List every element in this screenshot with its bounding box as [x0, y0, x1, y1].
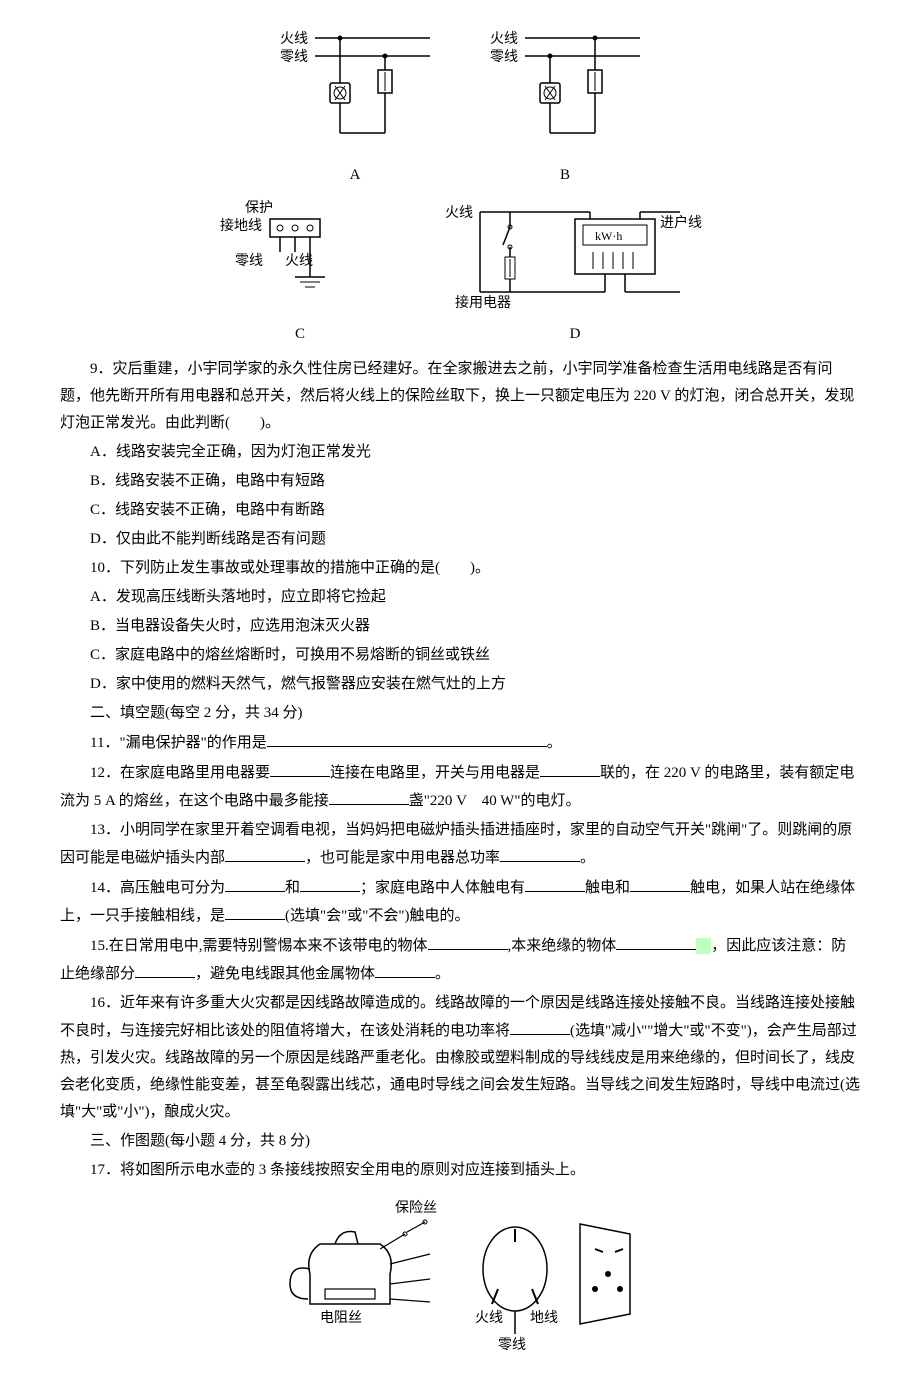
q10-opt-d: D．家中使用的燃料天然气，燃气报警器应安装在燃气灶的上方 [60, 671, 860, 698]
q15-blank3 [135, 960, 195, 978]
q13-p3: 。 [580, 850, 595, 866]
q12-p1: 12．在家庭电路里用电器要 [90, 765, 270, 781]
q9-opt-d: D．仅由此不能判断线路是否有问题 [60, 526, 860, 553]
q9-opt-c: C．线路安装不正确，电路中有断路 [60, 497, 860, 524]
q15: 15.在日常用电中,需要特别警惕本来不该带电的物体,本来绝缘的物体 ，因此应该注… [60, 932, 860, 988]
neutral-label-b: 零线 [490, 49, 518, 65]
q14-p4: 触电和 [585, 880, 630, 896]
q15-blank2 [616, 932, 696, 950]
live-label-a: 火线 [280, 31, 308, 47]
circuit-c-svg: 保护 接地线 零线 火线 [215, 197, 385, 317]
q16: 16．近年来有许多重大火灾都是因线路故障造成的。线路故障的一个原因是线路连接处接… [60, 990, 860, 1126]
ground-label: 接地线 [220, 217, 262, 234]
q15-p4: ，避免电线跟其他金属物体 [195, 966, 375, 982]
kettle-diagram: 电阻丝 保险丝 火线 地线 零线 [60, 1194, 860, 1354]
live-label-d: 火线 [445, 205, 473, 221]
diagram-a: 火线 零线 A [280, 28, 430, 189]
q14-blank1 [225, 874, 285, 892]
q11-pre: 11．"漏电保护器"的作用是 [90, 735, 267, 751]
q11-blank [267, 729, 547, 747]
q9-opt-b: B．线路安装不正确，电路中有短路 [60, 468, 860, 495]
q12-blank2 [540, 759, 600, 777]
q15-blank4 [375, 960, 435, 978]
q9-stem: 9．灾后重建，小宇同学家的永久性住房已经建好。在全家搬进去之前，小宇同学准备检查… [60, 356, 860, 437]
protect-label: 保护 [245, 200, 273, 216]
section2-heading: 二、填空题(每空 2 分，共 34 分) [60, 700, 860, 727]
q11-post: 。 [547, 735, 562, 751]
q13-p2: ，也可能是家中用电器总功率 [305, 850, 500, 866]
q10-opt-c: C．家庭电路中的熔丝熔断时，可换用不易熔断的铜丝或铁丝 [60, 642, 860, 669]
q15-blank1 [428, 932, 508, 950]
plug-ground-label: 地线 [530, 1310, 558, 1326]
q15-p1: 15.在日常用电中,需要特别警惕本来不该带电的物体 [90, 938, 428, 954]
diagram-b: 火线 零线 B [490, 28, 640, 189]
q14-blank5 [225, 902, 285, 920]
q15-p2: ,本来绝缘的物体 [508, 938, 617, 954]
kwh-label: kW·h [595, 229, 622, 243]
q12-blank1 [270, 759, 330, 777]
incoming-label: 进户线 [660, 214, 702, 231]
label-d: D [445, 321, 705, 348]
q14-p6: (选填"会"或"不会")触电的。 [285, 908, 469, 924]
q12-blank3 [329, 787, 409, 805]
diagram-row-cd: 保护 接地线 零线 火线 C 火线 [60, 197, 860, 348]
q14-p2: 和 [285, 880, 300, 896]
q15-highlight [696, 938, 711, 954]
q14: 14．高压触电可分为和；家庭电路中人体触电有触电和触电，如果人站在绝缘体上，一只… [60, 874, 860, 930]
live-label-b: 火线 [490, 31, 518, 47]
q12-p2: 连接在电路里，开关与用电器是 [330, 765, 540, 781]
q10-opt-b: B．当电器设备失火时，应选用泡沫灭火器 [60, 613, 860, 640]
q17-stem: 17．将如图所示电水壶的 3 条接线按照安全用电的原则对应连接到插头上。 [60, 1157, 860, 1184]
kettle-svg: 电阻丝 保险丝 火线 地线 零线 [280, 1194, 640, 1354]
fuse-label: 保险丝 [395, 1200, 437, 1216]
plug-live-label: 火线 [475, 1310, 503, 1326]
q14-p1: 14．高压触电可分为 [90, 880, 225, 896]
appliance-label: 接用电器 [455, 294, 511, 311]
label-c: C [215, 321, 385, 348]
section3-heading: 三、作图题(每小题 4 分，共 8 分) [60, 1128, 860, 1155]
neutral-label-a: 零线 [280, 49, 308, 65]
q14-blank4 [630, 874, 690, 892]
label-b: B [490, 162, 640, 189]
label-a: A [280, 162, 430, 189]
diagram-row-ab: 火线 零线 A 火线 零线 [60, 28, 860, 189]
q14-blank2 [300, 874, 360, 892]
q11: 11．"漏电保护器"的作用是 。 [60, 729, 860, 757]
q10-stem: 10．下列防止发生事故或处理事故的措施中正确的是( )。 [60, 555, 860, 582]
q14-p3: ；家庭电路中人体触电有 [360, 880, 525, 896]
q10-opt-a: A．发现高压线断头落地时，应立即将它捡起 [60, 584, 860, 611]
diagram-c: 保护 接地线 零线 火线 C [215, 197, 385, 348]
neutral-label-c: 零线 [235, 253, 263, 269]
q9-opt-a: A．线路安装完全正确，因为灯泡正常发光 [60, 439, 860, 466]
q13: 13．小明同学在家里开着空调看电视，当妈妈把电磁炉插头插进插座时，家里的自动空气… [60, 817, 860, 872]
q12: 12．在家庭电路里用电器要连接在电路里，开关与用电器是联的，在 220 V 的电… [60, 759, 860, 815]
resistor-label: 电阻丝 [320, 1310, 362, 1326]
diagram-d: 火线 接用电器 kW·h [445, 197, 705, 348]
circuit-d-svg: 火线 接用电器 kW·h [445, 197, 705, 317]
q13-blank1 [225, 844, 305, 862]
circuit-a-svg: 火线 零线 [280, 28, 430, 158]
q12-p4: 盏"220 V 40 W"的电灯。 [409, 793, 581, 809]
circuit-b-svg: 火线 零线 [490, 28, 640, 158]
plug-neutral-label: 零线 [498, 1337, 526, 1353]
q15-p5: 。 [435, 966, 450, 982]
q14-blank3 [525, 874, 585, 892]
q13-blank2 [500, 844, 580, 862]
live-label-c: 火线 [285, 253, 313, 269]
q16-blank1 [510, 1017, 570, 1035]
